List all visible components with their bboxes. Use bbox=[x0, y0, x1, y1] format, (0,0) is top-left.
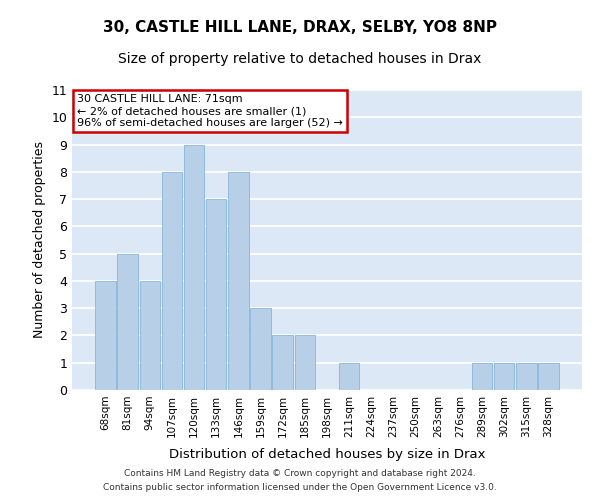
Bar bbox=[538, 362, 559, 390]
X-axis label: Distribution of detached houses by size in Drax: Distribution of detached houses by size … bbox=[169, 448, 485, 461]
Text: 30 CASTLE HILL LANE: 71sqm
← 2% of detached houses are smaller (1)
96% of semi-d: 30 CASTLE HILL LANE: 71sqm ← 2% of detac… bbox=[77, 94, 343, 128]
Bar bbox=[472, 362, 493, 390]
Bar bbox=[494, 362, 514, 390]
Text: Contains public sector information licensed under the Open Government Licence v3: Contains public sector information licen… bbox=[103, 484, 497, 492]
Bar bbox=[295, 336, 315, 390]
Text: Size of property relative to detached houses in Drax: Size of property relative to detached ho… bbox=[118, 52, 482, 66]
Bar bbox=[339, 362, 359, 390]
Bar bbox=[516, 362, 536, 390]
Y-axis label: Number of detached properties: Number of detached properties bbox=[33, 142, 46, 338]
Bar bbox=[272, 336, 293, 390]
Bar bbox=[184, 144, 204, 390]
Bar bbox=[250, 308, 271, 390]
Text: Contains HM Land Registry data © Crown copyright and database right 2024.: Contains HM Land Registry data © Crown c… bbox=[124, 468, 476, 477]
Bar bbox=[161, 172, 182, 390]
Bar bbox=[140, 281, 160, 390]
Bar bbox=[228, 172, 248, 390]
Bar bbox=[118, 254, 138, 390]
Text: 30, CASTLE HILL LANE, DRAX, SELBY, YO8 8NP: 30, CASTLE HILL LANE, DRAX, SELBY, YO8 8… bbox=[103, 20, 497, 35]
Bar bbox=[206, 199, 226, 390]
Bar bbox=[95, 281, 116, 390]
